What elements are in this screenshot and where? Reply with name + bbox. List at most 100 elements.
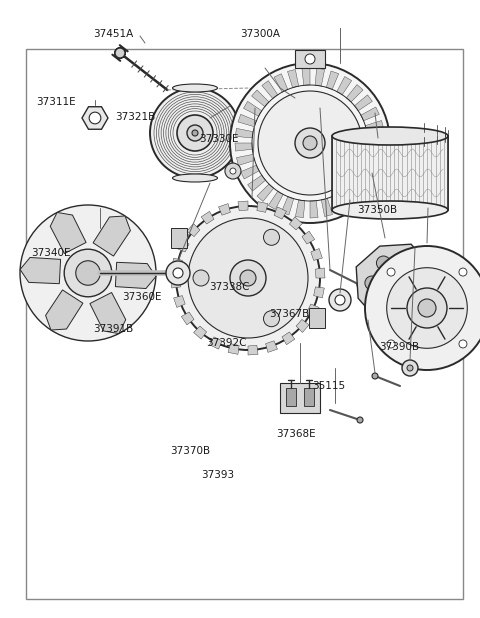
- Circle shape: [365, 246, 480, 370]
- Circle shape: [295, 128, 325, 158]
- Polygon shape: [171, 278, 180, 288]
- Polygon shape: [296, 320, 309, 332]
- Polygon shape: [304, 388, 314, 406]
- Circle shape: [264, 311, 279, 327]
- Polygon shape: [235, 129, 253, 138]
- Circle shape: [115, 48, 125, 58]
- Circle shape: [177, 115, 213, 151]
- Circle shape: [20, 205, 156, 341]
- Polygon shape: [90, 292, 126, 334]
- Polygon shape: [274, 74, 288, 92]
- Polygon shape: [295, 200, 305, 218]
- Polygon shape: [280, 383, 320, 413]
- Circle shape: [76, 261, 100, 286]
- Ellipse shape: [332, 201, 448, 219]
- Polygon shape: [368, 135, 385, 143]
- Circle shape: [192, 130, 198, 136]
- Text: 37330E: 37330E: [199, 134, 239, 144]
- Circle shape: [399, 296, 414, 310]
- Polygon shape: [248, 345, 258, 355]
- Text: 37391B: 37391B: [94, 324, 134, 334]
- Polygon shape: [361, 107, 379, 121]
- Polygon shape: [174, 295, 185, 308]
- Polygon shape: [209, 337, 222, 349]
- Polygon shape: [332, 136, 448, 210]
- Text: 37300A: 37300A: [240, 29, 280, 39]
- Circle shape: [240, 270, 256, 286]
- Polygon shape: [289, 217, 302, 230]
- Text: 37451A: 37451A: [94, 29, 134, 39]
- Polygon shape: [193, 326, 206, 339]
- Polygon shape: [288, 69, 299, 88]
- Text: 37311E: 37311E: [36, 97, 76, 107]
- Polygon shape: [315, 69, 324, 86]
- Circle shape: [459, 340, 467, 348]
- Circle shape: [335, 295, 345, 305]
- Polygon shape: [307, 304, 319, 316]
- Text: 37338C: 37338C: [209, 282, 249, 292]
- Polygon shape: [310, 201, 318, 218]
- Ellipse shape: [332, 127, 448, 145]
- Ellipse shape: [172, 84, 217, 92]
- Polygon shape: [295, 50, 325, 68]
- Circle shape: [418, 299, 436, 317]
- Polygon shape: [243, 101, 262, 116]
- Text: 37360E: 37360E: [122, 292, 162, 302]
- Polygon shape: [171, 228, 187, 248]
- Circle shape: [407, 288, 447, 328]
- Polygon shape: [238, 114, 256, 127]
- Circle shape: [376, 296, 390, 310]
- Polygon shape: [257, 201, 268, 213]
- Circle shape: [387, 340, 395, 348]
- Polygon shape: [363, 159, 382, 172]
- Polygon shape: [358, 170, 376, 185]
- Circle shape: [258, 91, 362, 195]
- Circle shape: [115, 48, 125, 58]
- Polygon shape: [332, 194, 346, 213]
- Polygon shape: [235, 143, 252, 151]
- Circle shape: [230, 168, 236, 174]
- Polygon shape: [268, 191, 283, 210]
- Circle shape: [402, 360, 418, 376]
- Circle shape: [166, 261, 190, 285]
- Circle shape: [376, 256, 390, 270]
- Polygon shape: [314, 287, 324, 298]
- Polygon shape: [367, 148, 384, 158]
- Text: 37367B: 37367B: [269, 309, 309, 319]
- Polygon shape: [347, 85, 363, 102]
- Polygon shape: [265, 341, 277, 352]
- Polygon shape: [286, 388, 296, 406]
- Polygon shape: [248, 176, 265, 191]
- Circle shape: [379, 163, 395, 179]
- Text: 37350B: 37350B: [358, 205, 398, 215]
- Text: 37370B: 37370B: [170, 446, 211, 456]
- Circle shape: [329, 289, 351, 311]
- Text: 37368E: 37368E: [276, 429, 316, 439]
- Circle shape: [173, 268, 183, 278]
- Circle shape: [365, 276, 379, 290]
- Polygon shape: [281, 197, 294, 215]
- Polygon shape: [50, 213, 86, 253]
- Circle shape: [193, 270, 209, 286]
- Bar: [26, 49, 463, 599]
- Polygon shape: [46, 290, 83, 330]
- Circle shape: [176, 206, 320, 350]
- Polygon shape: [252, 90, 269, 107]
- Circle shape: [305, 54, 315, 64]
- Polygon shape: [302, 68, 310, 85]
- Polygon shape: [238, 201, 248, 211]
- Circle shape: [407, 365, 413, 371]
- Circle shape: [115, 48, 125, 58]
- Circle shape: [230, 260, 266, 296]
- Polygon shape: [326, 71, 339, 90]
- Ellipse shape: [172, 174, 217, 182]
- Polygon shape: [302, 231, 315, 244]
- Polygon shape: [20, 258, 60, 284]
- Circle shape: [230, 63, 390, 223]
- Polygon shape: [218, 203, 230, 215]
- Circle shape: [303, 136, 317, 150]
- Circle shape: [411, 276, 425, 290]
- Polygon shape: [315, 268, 325, 278]
- Polygon shape: [237, 154, 255, 166]
- Circle shape: [399, 256, 414, 270]
